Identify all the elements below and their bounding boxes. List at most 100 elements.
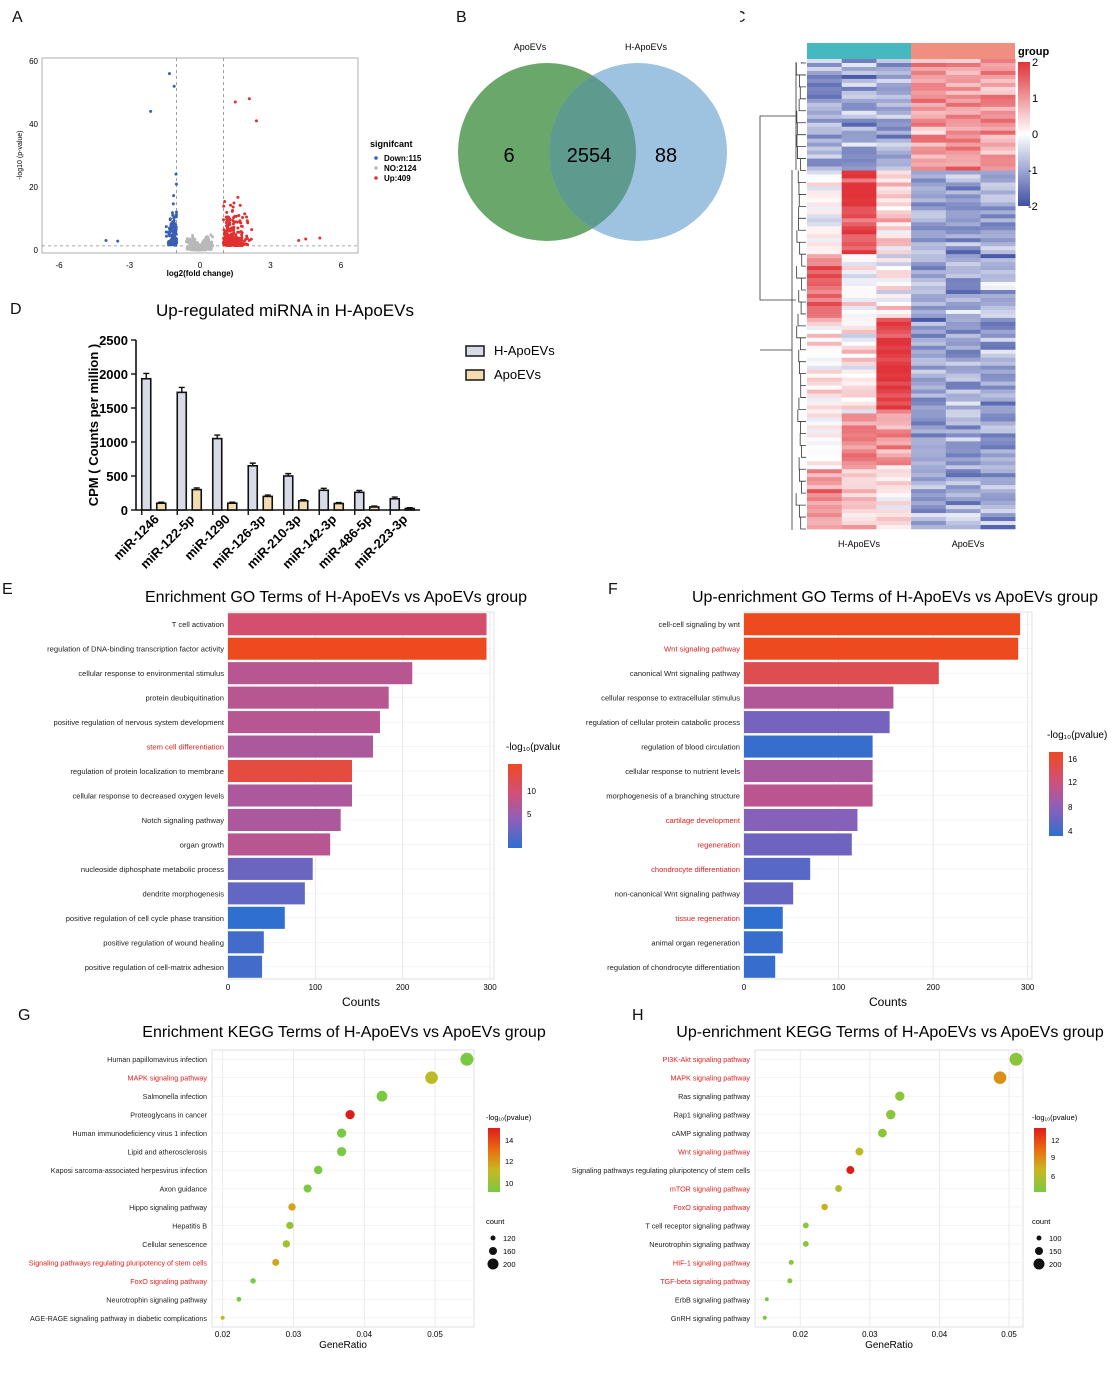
heatmap-cell: [945, 118, 981, 124]
d-bar-apoevs: [297, 500, 309, 511]
volcano-point-up: [237, 214, 241, 218]
volcano-ytick: 40: [29, 120, 38, 129]
heatmap-cell: [980, 90, 1016, 96]
heatmap-cell: [807, 230, 842, 235]
heatmap-cell: [980, 194, 1016, 199]
heatmap-cell: [841, 250, 877, 255]
heatmap-cell: [841, 122, 877, 128]
heatmap-cell: [911, 369, 947, 374]
heatmap-cell: [876, 429, 912, 434]
volcano-point-up: [238, 220, 242, 224]
go-term-label: Notch signaling pathway: [142, 816, 225, 825]
kegg-term-label: mTOR signaling pathway: [670, 1185, 751, 1194]
heatmap-cell: [876, 453, 912, 458]
kegg-legend-colorbar: [1034, 1128, 1046, 1192]
kegg-term-label: FoxO signaling pathway: [130, 1277, 207, 1286]
volcano-point-up: [229, 203, 233, 207]
heatmap-cell: [807, 349, 842, 355]
volcano-point-down: [174, 182, 178, 186]
kegg-xtick: 0.02: [792, 1330, 808, 1339]
dendrogram-branch: [800, 158, 806, 171]
heatmap-cell: [945, 226, 981, 231]
heatmap-cell: [945, 202, 981, 207]
heatmap-cell: [876, 309, 912, 315]
go-xtick: 300: [1021, 983, 1035, 992]
heatmap-cell: [841, 226, 877, 231]
d-ytick: 0: [121, 503, 128, 518]
kegg-size-title: count: [486, 1217, 505, 1226]
heatmap-cell: [841, 178, 877, 183]
heatmap-cell: [841, 425, 877, 430]
volcano-point-up: [239, 242, 243, 246]
heatmap-cell: [876, 206, 912, 211]
heatmap-cell: [807, 110, 842, 116]
go-legend-tick: 10: [527, 787, 536, 796]
heatmap-cell: [807, 445, 842, 450]
heatmap-cell: [807, 301, 842, 307]
heatmap-cell: [807, 254, 842, 259]
heatmap-cell: [876, 477, 912, 482]
heatmap-cell: [945, 126, 981, 131]
heatmap-cell: [945, 465, 981, 470]
kegg-xtick: 0.03: [286, 1330, 302, 1339]
heatmap-cell: [876, 230, 912, 235]
heatmap-cell: [876, 286, 912, 291]
heatmap-cell: [841, 278, 877, 283]
go-bar: [228, 808, 341, 831]
dendrogram-branch: [796, 110, 806, 124]
heatmap-cell: [911, 505, 947, 510]
d-errorbar: [285, 472, 292, 476]
volcano-point-up: [227, 217, 231, 221]
go-bar: [228, 711, 380, 734]
go-bar: [744, 711, 890, 734]
heatmap-cell: [945, 194, 981, 199]
heatmap-cell: [841, 409, 877, 414]
go-legend-colorbar: [1049, 752, 1063, 836]
heatmap-cell: [876, 142, 912, 147]
heatmap-cell: [945, 513, 981, 518]
dendrogram-branch: [797, 170, 806, 183]
heatmap-cell: [911, 70, 947, 76]
kegg-size-tick: 200: [1049, 1260, 1062, 1269]
heatmap-cell: [911, 162, 947, 167]
heatmap-cell: [945, 134, 981, 139]
legend-down-dot: [374, 156, 378, 160]
dendrogram-branch: [800, 337, 806, 351]
volcano-point-up: [231, 208, 235, 212]
heatmap-cell: [876, 178, 912, 183]
heatmap-cell: [911, 170, 947, 175]
heatmap-cell: [911, 122, 947, 128]
volcano-point-down: [164, 225, 168, 229]
kegg-term-label: Neurotrophin signaling pathway: [106, 1295, 207, 1304]
kegg-term-label: cAMP signaling pathway: [672, 1129, 751, 1138]
heatmap-cell: [876, 246, 912, 251]
heatmap-cell: [911, 118, 947, 124]
heatmap-cell: [807, 158, 842, 163]
go-bar: [228, 784, 353, 807]
go-term-label: stem cell differentiation: [146, 743, 224, 752]
heatmap-cell: [911, 497, 947, 502]
kegg-term-label: Proteoglycans in cancer: [130, 1111, 207, 1120]
heatmap-cell: [876, 194, 912, 199]
heatmap-cell: [876, 122, 912, 128]
heatmap-cell: [841, 297, 877, 303]
heatmap-cell: [980, 226, 1016, 231]
d-bar-apoevs: [191, 488, 203, 511]
volcano-point-up: [297, 239, 301, 243]
kegg-legend-tick: 12: [1051, 1136, 1059, 1145]
venn-label-left: ApoEVs: [514, 42, 547, 52]
heatmap-cell: [980, 222, 1016, 227]
heatmap-cell: [980, 341, 1016, 347]
go-enrichment-chart: E Enrichment GO Terms of H-ApoEVs vs Apo…: [2, 581, 566, 1009]
kegg-dot: [220, 1315, 225, 1320]
heatmap-cell: [980, 517, 1016, 522]
heatmap-cell: [945, 393, 981, 398]
heatmap-cell: [911, 465, 947, 470]
d-errorbar: [371, 505, 378, 507]
volcano-point-down: [174, 240, 178, 244]
dendrogram-branch: [799, 469, 806, 482]
heatmap-cell: [807, 501, 842, 506]
kegg-dot: [272, 1258, 280, 1266]
go-term-label: cellular response to environmental stimu…: [78, 669, 224, 678]
heatmap-cell: [876, 118, 912, 124]
